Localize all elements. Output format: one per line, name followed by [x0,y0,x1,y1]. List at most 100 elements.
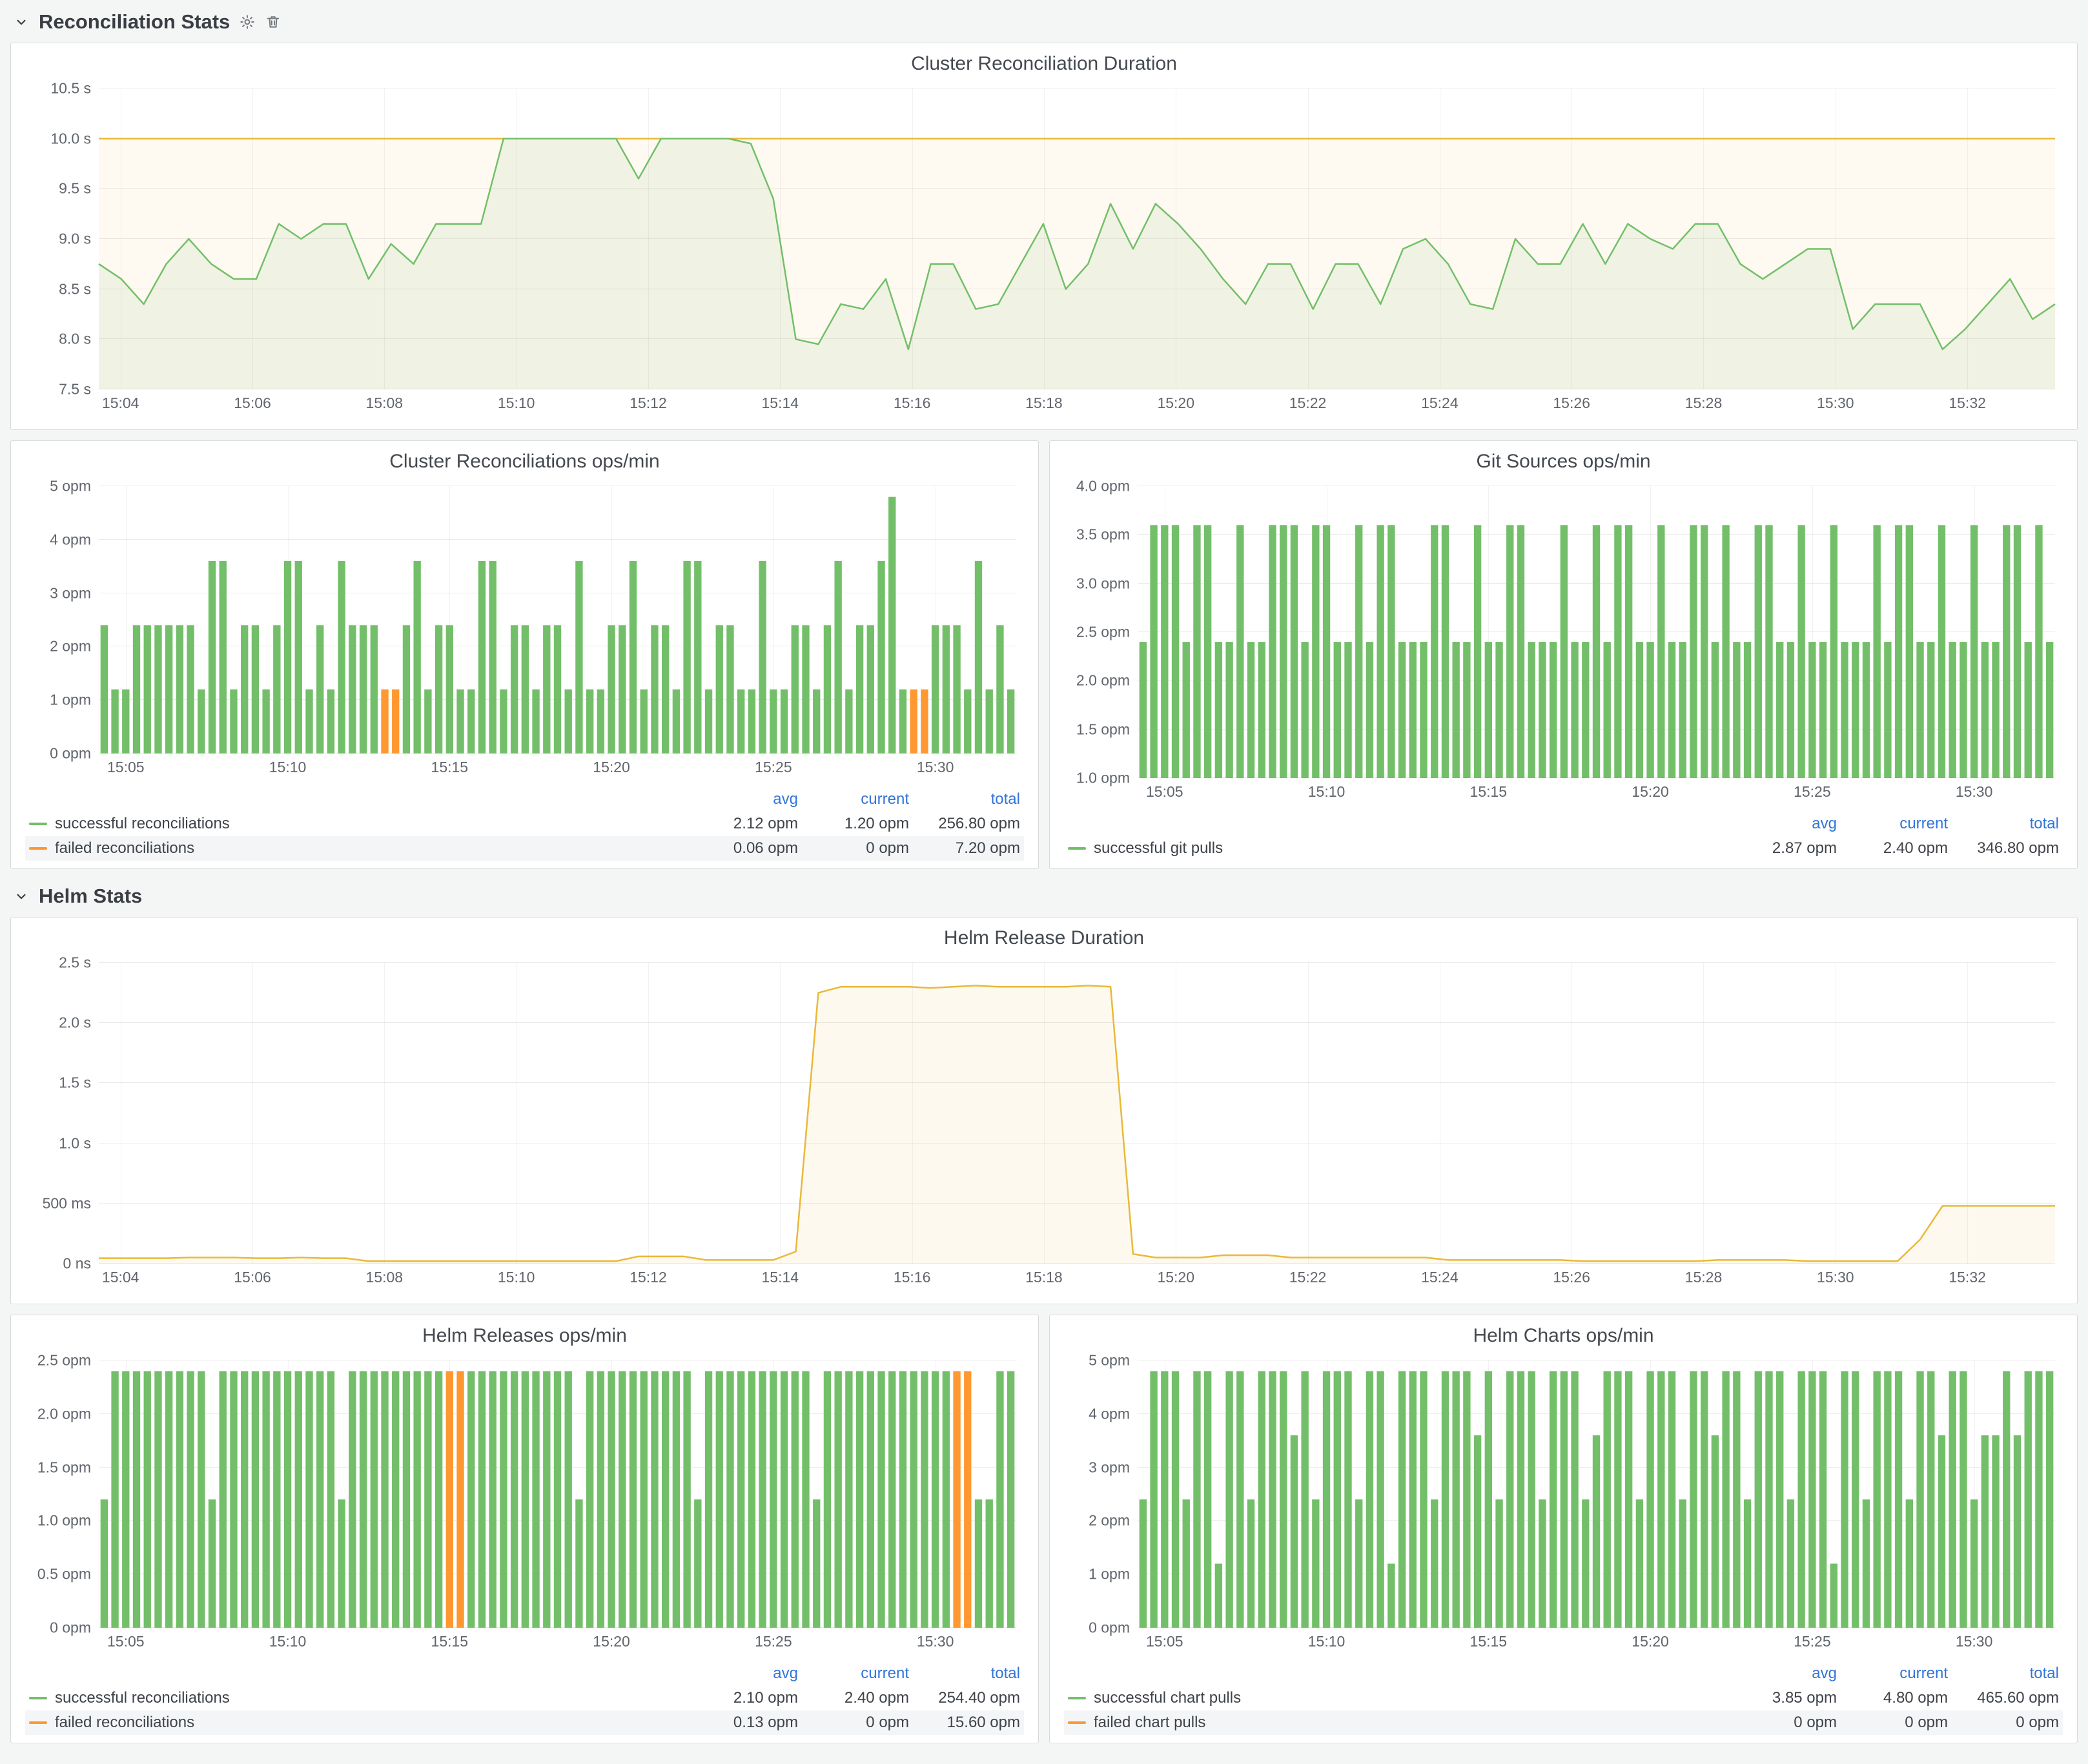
section-title[interactable]: Helm Stats [39,885,143,907]
legend-sort-total[interactable]: total [990,790,1020,808]
bar [823,625,832,754]
bar [327,689,335,754]
panel-title-cluster-reconciliations-opm[interactable]: Cluster Reconciliations ops/min [389,451,660,472]
bar [143,1371,151,1628]
legend-value: 1.20 opm [844,815,909,832]
bar [770,1371,777,1628]
chart-cluster-reconciliation-duration[interactable]: 7.5 s 8.0 s 8.5 s 9.0 s 9.5 s 10.0 s 10.5 s 15:… [23,78,2065,422]
legend-sort-avg[interactable]: avg [1812,1665,1837,1682]
bar [921,689,928,754]
bar [327,1371,335,1628]
legend-sort-current[interactable]: current [861,1665,909,1682]
bar [370,1371,378,1628]
gear-icon[interactable] [239,14,256,30]
legend-sort-current[interactable]: current [1899,1665,1948,1682]
bar [500,1371,507,1628]
plot-area[interactable]: 7.5 s 8.0 s 8.5 s 9.0 s 9.5 s 10.0 s 10.5 s 15:… [50,80,2055,411]
bar [1830,1563,1837,1628]
chart-helm-release-duration[interactable]: 0 ns 500 ms 1.0 s 1.5 s 2.0 s 2.5 s 15:04 15:06… [23,952,2065,1296]
panel-title-helm-release-duration[interactable]: Helm Release Duration [943,927,1145,949]
bar [1377,1371,1384,1628]
panel-helm-charts-opm: Helm Charts ops/min 0 opm 1 opm 2 opm 3 opm… [1049,1315,2078,1743]
legend-sort-total[interactable]: total [990,1665,1020,1682]
bar [1528,642,1535,778]
bar [1582,642,1590,778]
legend-row: failed reconciliations 0.13 opm 0 opm 15.60… [25,1710,1024,1735]
bar [1366,1371,1374,1628]
chevron-down-icon[interactable] [13,888,30,905]
legend-sort-total[interactable]: total [2029,1665,2059,1682]
legend-sort-avg[interactable]: avg [773,1665,798,1682]
chevron-down-icon[interactable] [13,14,30,30]
section-title[interactable]: Reconciliation Stats [39,10,230,33]
bar [1754,1371,1762,1628]
plot-area[interactable]: 0 ns 500 ms 1.0 s 1.5 s 2.0 s 2.5 s 15:04 15:06… [43,954,2055,1286]
bar [921,1371,928,1628]
legend-sort-avg[interactable]: avg [773,790,798,808]
chart-canvas[interactable] [99,88,2055,389]
bar [1884,642,1892,778]
x-axis-label: 15:06 [234,1269,271,1286]
series-name[interactable]: failed reconciliations [55,1714,195,1731]
series-name[interactable]: successful git pulls [1094,839,1223,857]
y-axis-label: 3 opm [50,584,91,602]
bar [1495,642,1503,778]
plot-area[interactable]: 1.0 opm 1.5 opm 2.0 opm 2.5 opm 3.0 opm 3.5 o… [1076,478,2055,800]
bar [1657,525,1665,778]
series-name[interactable]: failed reconciliations [55,839,195,857]
chart-helm-releases-opm[interactable]: 0 opm 0.5 opm 1.0 opm 1.5 opm 2.0 opm 2.5 opm… [23,1350,1027,1660]
bar [219,1371,227,1628]
bar [521,625,529,754]
bar [338,560,345,754]
panel-title-helm-charts-opm[interactable]: Helm Charts ops/min [1473,1325,1654,1346]
bar [1765,1371,1773,1628]
chart-helm-charts-opm[interactable]: 0 opm 1 opm 2 opm 3 opm 4 opm 5 opm 15:05 15:10… [1061,1350,2065,1660]
bar [305,689,313,754]
series-name[interactable]: successful reconciliations [55,815,230,832]
bar [640,1371,648,1628]
legend-sort-current[interactable]: current [1899,815,1948,832]
bar [402,625,411,754]
trash-icon[interactable] [265,14,281,30]
bar [586,689,594,754]
chart-canvas[interactable] [1138,486,2055,778]
gridline [780,963,781,1264]
legend-header-row: avg current total [1064,812,2063,836]
gridline [99,1263,2055,1264]
gridline [449,486,451,754]
chart-canvas[interactable] [99,1360,1016,1628]
series-name[interactable]: successful chart pulls [1094,1689,1242,1707]
legend-value: 256.80 opm [938,815,1020,832]
chart-cluster-reconciliations-opm[interactable]: 0 opm 1 opm 2 opm 3 opm 4 opm 5 opm 15:05 15:10… [23,476,1027,786]
chart-canvas[interactable] [99,963,2055,1264]
plot-area[interactable]: 0 opm 0.5 opm 1.0 opm 1.5 opm 2.0 opm 2.5 opm… [37,1352,1016,1650]
panel-title-helm-releases-opm[interactable]: Helm Releases ops/min [422,1325,627,1346]
bar [1894,525,1903,778]
series-name[interactable]: successful reconciliations [55,1689,230,1707]
bar [1960,642,1967,778]
bar [1592,525,1601,778]
panel-title-cluster-reconciliation-duration[interactable]: Cluster Reconciliation Duration [911,53,1177,74]
legend-sort-current[interactable]: current [861,790,909,808]
bar [899,1371,907,1628]
plot-area[interactable]: 0 opm 1 opm 2 opm 3 opm 4 opm 5 opm 15:05 15:10… [50,478,1016,775]
x-axis-label: 15:32 [1949,1269,1986,1286]
chart-git-sources-opm[interactable]: 1.0 opm 1.5 opm 2.0 opm 2.5 opm 3.0 opm 3.5 o… [1061,476,2065,810]
bar [1506,525,1514,778]
legend-sort-avg[interactable]: avg [1812,815,1837,832]
bar [1312,525,1320,778]
bar [888,1371,896,1628]
bar [489,560,496,754]
bar [240,1371,249,1628]
section-header-reconciliation-stats[interactable]: Reconciliation Stats [13,6,2078,37]
series-name[interactable]: failed chart pulls [1094,1714,1206,1731]
panel-title-git-sources-opm[interactable]: Git Sources ops/min [1476,451,1651,472]
chart-canvas[interactable] [99,486,1016,754]
plot-area[interactable]: 0 opm 1 opm 2 opm 3 opm 4 opm 5 opm 15:05 15:10… [1089,1352,2055,1650]
bar [974,1499,983,1628]
legend-sort-total[interactable]: total [2029,815,2059,832]
gridline [648,88,649,389]
chart-canvas[interactable] [1138,1360,2055,1628]
section-header-helm-stats[interactable]: Helm Stats [13,881,2078,912]
bar [1409,642,1417,778]
